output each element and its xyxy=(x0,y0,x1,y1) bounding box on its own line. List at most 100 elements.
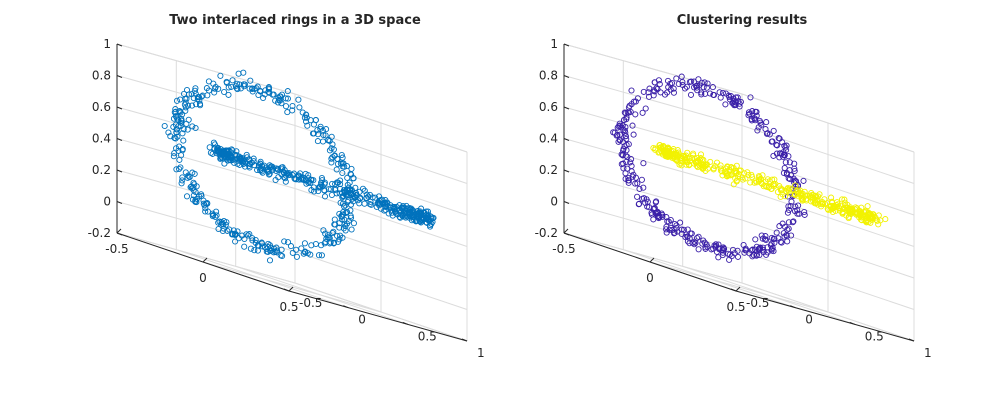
data-point xyxy=(248,159,255,166)
data-point xyxy=(228,83,235,90)
data-point xyxy=(730,181,737,188)
data-point xyxy=(684,238,691,245)
data-point xyxy=(732,168,740,175)
series-1 xyxy=(206,139,437,230)
data-point xyxy=(695,246,702,253)
data-point xyxy=(701,79,708,86)
z-tick xyxy=(116,106,123,110)
data-point xyxy=(640,88,647,95)
data-point xyxy=(687,91,695,98)
data-point xyxy=(348,171,355,178)
data-point xyxy=(218,151,225,158)
data-point xyxy=(760,183,767,190)
x-tick xyxy=(288,286,294,292)
data-point xyxy=(688,78,695,85)
data-point xyxy=(859,212,866,219)
data-point xyxy=(259,169,266,176)
data-point xyxy=(791,191,798,198)
z-tick xyxy=(116,138,123,141)
data-point xyxy=(346,179,353,186)
data-point xyxy=(215,85,222,92)
data-point xyxy=(171,134,178,141)
data-point xyxy=(734,253,742,260)
data-point xyxy=(228,152,235,159)
data-point xyxy=(249,237,256,244)
data-point xyxy=(200,200,207,207)
data-point xyxy=(249,85,256,92)
data-point xyxy=(671,220,678,228)
z-tick xyxy=(563,75,570,78)
data-point xyxy=(215,219,222,226)
data-point xyxy=(174,133,181,140)
data-point xyxy=(328,159,335,166)
data-point xyxy=(656,142,663,149)
gridline xyxy=(235,265,408,325)
data-point xyxy=(709,84,716,91)
gridline xyxy=(202,261,382,313)
data-point xyxy=(779,220,786,227)
x-tick xyxy=(116,228,122,234)
data-point xyxy=(828,205,835,212)
data-point xyxy=(172,113,179,120)
data-point xyxy=(695,233,702,240)
data-point xyxy=(776,154,783,161)
data-point xyxy=(211,85,218,92)
data-point xyxy=(773,141,780,148)
data-point xyxy=(673,157,681,164)
data-point xyxy=(297,170,304,177)
x-tick xyxy=(202,257,208,263)
data-point xyxy=(188,102,196,109)
data-point xyxy=(213,212,220,219)
data-point xyxy=(414,217,421,224)
gridline xyxy=(682,265,855,325)
data-point xyxy=(331,239,338,246)
axes: -0.200.20.40.60.81-0.500.5 -0.500.51 xyxy=(535,37,932,360)
data-point xyxy=(839,210,846,217)
y-tick-label: -0.5 xyxy=(746,296,769,310)
data-point xyxy=(388,207,395,214)
data-point xyxy=(216,218,223,225)
data-point xyxy=(350,220,357,227)
data-point xyxy=(667,86,674,93)
data-point xyxy=(683,83,690,90)
data-point xyxy=(321,193,329,200)
data-point xyxy=(287,243,295,250)
x-tick-label: 0 xyxy=(199,271,207,285)
gridline xyxy=(563,169,743,221)
data-point xyxy=(244,154,251,161)
data-point xyxy=(801,211,808,218)
data-point xyxy=(266,257,274,264)
data-point xyxy=(711,163,719,170)
data-point xyxy=(698,91,705,98)
data-point xyxy=(782,193,789,200)
data-point xyxy=(616,137,623,144)
data-point xyxy=(619,122,626,129)
data-point xyxy=(698,79,705,86)
data-point xyxy=(322,238,329,246)
scatter-points xyxy=(610,73,889,263)
data-point xyxy=(782,159,789,166)
data-point xyxy=(240,81,247,88)
data-point xyxy=(677,219,684,226)
x-tick-label: -0.5 xyxy=(552,242,575,256)
data-point xyxy=(304,122,311,129)
data-point xyxy=(791,160,798,167)
data-point xyxy=(375,193,383,200)
data-point xyxy=(786,159,793,166)
data-point xyxy=(366,201,373,208)
data-point xyxy=(343,186,350,193)
data-point xyxy=(784,238,791,245)
data-point xyxy=(252,236,259,244)
data-point xyxy=(361,187,368,194)
data-point xyxy=(202,200,209,207)
data-point xyxy=(846,206,853,213)
data-point xyxy=(309,130,317,137)
data-point xyxy=(261,244,269,251)
data-point xyxy=(752,115,759,122)
data-point xyxy=(670,146,677,153)
data-point xyxy=(869,211,876,218)
data-point xyxy=(665,152,672,159)
data-point xyxy=(678,158,685,165)
data-point xyxy=(841,196,848,203)
data-point xyxy=(620,165,627,172)
